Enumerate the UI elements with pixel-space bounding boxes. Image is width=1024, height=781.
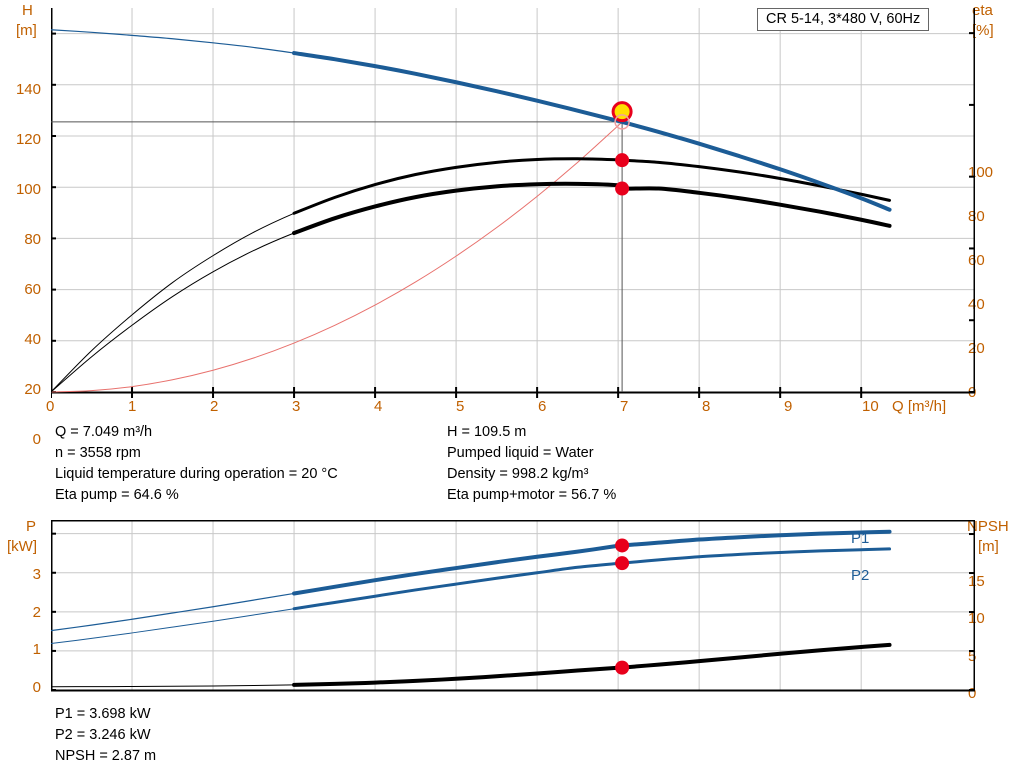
upper-x-tick-0: 0 [46,398,55,415]
upper-y-axis-label-line2: [m] [16,22,37,39]
info-eta-pump-motor: Eta pump+motor = 56.7 % [447,487,617,503]
upper-y2-tick-40: 40 [968,296,985,313]
upper-y2-axis-label-line2: [%] [972,22,994,39]
info-eta-pump: Eta pump = 64.6 % [55,487,179,503]
upper-y-tick-80: 80 [24,231,41,248]
lower-y2-axis-label-line2: [m] [978,538,999,555]
p1-duty-point [615,538,630,553]
info-pumped-liquid: Pumped liquid = Water [447,445,594,461]
P2-curve [51,548,891,644]
upper-y-tick-140: 140 [15,81,41,98]
upper-x-tick-2: 2 [210,398,219,415]
upper-plot-area [51,8,975,398]
info-h: H = 109.5 m [447,424,527,440]
upper-y-axis-label-line1: H [22,2,33,19]
info-density: Density = 998.2 kg/m³ [447,466,589,482]
lower-y2-tick-10: 10 [968,610,985,627]
upper-x-tick-5: 5 [456,398,465,415]
upper-y2-tick-80: 80 [968,208,985,225]
npsh-duty-point [615,660,630,675]
info-n: n = 3558 rpm [55,445,141,461]
system-curve-point [614,114,630,130]
lower-y2-tick-0: 0 [968,685,977,702]
lower-y2-tick-15: 15 [968,573,985,590]
info-p1: P1 = 3.698 kW [55,706,151,722]
upper-x-tick-3: 3 [292,398,301,415]
p2-duty-point [615,556,630,571]
upper-y-tick-0: 0 [32,431,41,448]
upper-y2-axis-label-line1: eta [972,2,993,19]
info-q: Q = 7.049 m³/h [55,424,153,440]
upper-x-axis-label: Q [m³/h] [892,398,947,415]
pump-model-title-box: CR 5-14, 3*480 V, 60Hz [757,8,930,31]
upper-x-tick-10: 10 [862,398,879,415]
lower-y-tick-3: 3 [32,566,41,583]
upper-y2-tick-20: 20 [968,340,985,357]
p2-curve-label: P2 [851,567,870,584]
lower-y-tick-0: 0 [32,679,41,696]
info-liquid-temperature: Liquid temperature during operation = 20… [55,466,338,482]
upper-x-tick-4: 4 [374,398,383,415]
lower-y2-axis-label-line1: NPSH [967,518,1009,535]
upper-x-tick-6: 6 [538,398,547,415]
lower-y-axis-label-line1: P [26,518,37,535]
eta-pump-point [615,153,630,168]
lower-y-tick-1: 1 [32,641,41,658]
upper-x-tick-7: 7 [620,398,629,415]
upper-x-tick-9: 9 [784,398,793,415]
upper-y-tick-100: 100 [15,181,41,198]
upper-y-tick-20: 20 [24,381,41,398]
upper-x-tick-1: 1 [128,398,137,415]
lower-y-axis-label-line2: [kW] [7,538,37,555]
upper-y2-tick-60: 60 [968,252,985,269]
upper-y-tick-40: 40 [24,331,41,348]
lower-y2-tick-5: 5 [968,648,977,665]
p1-curve-label: P1 [851,530,870,547]
upper-y-tick-60: 60 [24,281,41,298]
info-p2: P2 = 3.246 kW [55,727,151,743]
eta-pump-motor-point [615,181,630,196]
info-npsh: NPSH = 2.87 m [55,748,157,764]
lower-y-tick-2: 2 [32,604,41,621]
upper-y-tick-120: 120 [15,131,41,148]
upper-x-tick-8: 8 [702,398,711,415]
lower-plot-area [51,520,975,692]
